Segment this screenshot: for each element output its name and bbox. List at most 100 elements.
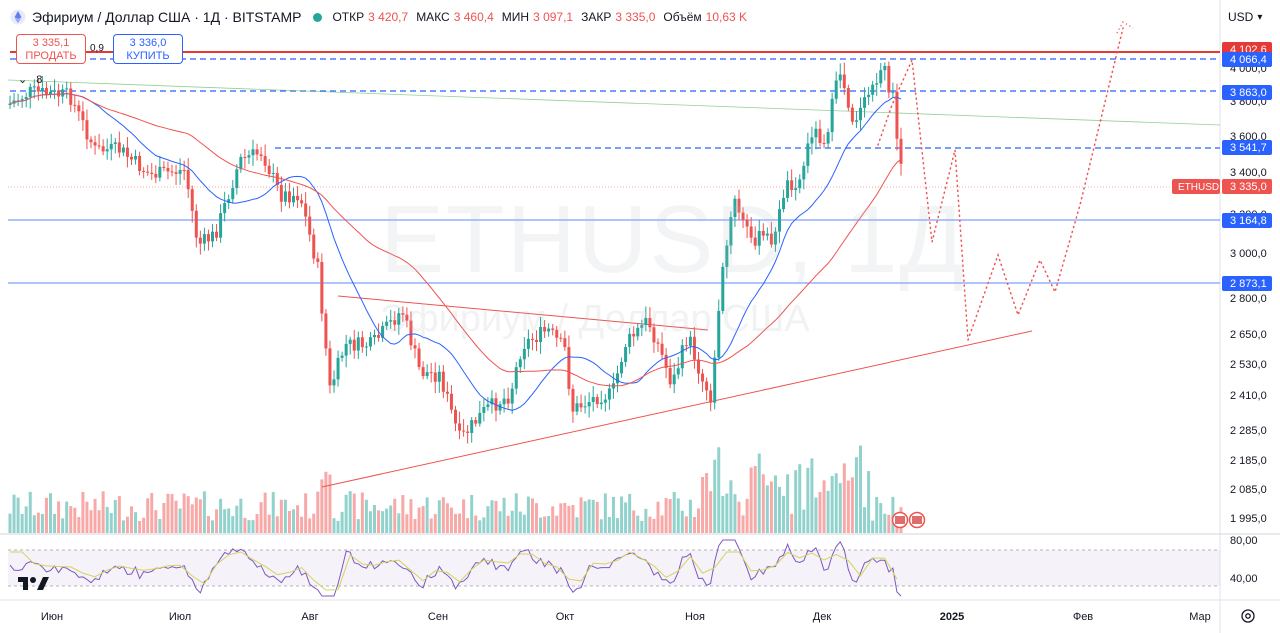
candle-body xyxy=(591,396,595,403)
volume-bar xyxy=(146,498,150,533)
candle-body xyxy=(312,234,316,259)
candle-body xyxy=(518,359,522,368)
volume-bar xyxy=(267,514,271,533)
candlesticks xyxy=(8,61,903,444)
volume-bar xyxy=(778,486,781,533)
settings-gear-icon[interactable] xyxy=(1238,606,1258,626)
volume-bar xyxy=(773,475,777,533)
currency-selector[interactable]: USD ▾ xyxy=(1222,6,1274,28)
candle-body xyxy=(838,74,842,81)
candle-body xyxy=(235,169,239,189)
volume-bar xyxy=(486,506,490,533)
tradingview-logo[interactable] xyxy=(18,574,50,592)
volume-bar xyxy=(235,505,239,533)
volume-bar xyxy=(332,518,336,533)
volume-bar xyxy=(182,493,186,533)
volume-bar xyxy=(275,516,279,533)
candle-body xyxy=(170,171,174,173)
volume-bar xyxy=(117,496,121,533)
sell-button[interactable]: 3 335,1 ПРОДАТЬ xyxy=(16,34,86,64)
volume-bar xyxy=(44,497,48,533)
candle-body xyxy=(16,100,20,102)
volume-bar xyxy=(567,505,571,533)
volume-bar xyxy=(697,508,700,533)
buy-label: КУПИТЬ xyxy=(126,50,170,62)
ascending-trendline xyxy=(321,330,1033,488)
candle-body xyxy=(539,326,543,342)
volume-bar xyxy=(32,515,36,533)
candle-body xyxy=(109,144,113,150)
candle-body xyxy=(798,179,802,189)
volume-bar xyxy=(745,498,749,533)
volume-bar xyxy=(644,508,648,533)
volume-bar xyxy=(417,507,421,533)
volume-bar xyxy=(717,447,721,533)
rsi-tick-label: 80,00 xyxy=(1230,535,1258,547)
candle-body xyxy=(158,166,162,178)
price-tag-label: 3 164,8 xyxy=(1230,215,1267,227)
candle-body xyxy=(879,70,883,84)
candle-body xyxy=(53,90,57,92)
candle-body xyxy=(194,210,198,238)
candle-body xyxy=(85,120,89,140)
candle-body xyxy=(830,98,834,133)
volume-bar xyxy=(360,492,364,533)
candle-body xyxy=(316,258,320,262)
price-tag xyxy=(1222,276,1272,291)
volume-bar xyxy=(202,491,206,533)
candle-body xyxy=(441,371,445,392)
indicators-toggle[interactable]: ⌄ 8 xyxy=(18,73,42,86)
candle-body xyxy=(40,87,44,92)
volume-bar xyxy=(656,501,660,533)
candle-body xyxy=(421,367,425,377)
volume-bar xyxy=(628,493,632,533)
candle-body xyxy=(202,234,206,244)
volume-bar xyxy=(316,491,320,533)
volume-bar xyxy=(93,498,97,533)
market-status-icon[interactable] xyxy=(313,12,323,22)
price-tag xyxy=(1222,140,1272,155)
close-label: ЗАКР xyxy=(581,10,612,24)
price-tag xyxy=(1222,179,1272,194)
volume-bar xyxy=(385,508,389,533)
volume-bar xyxy=(97,510,101,533)
candle-body xyxy=(134,155,138,160)
rsi-tick-label: 40,00 xyxy=(1230,573,1258,585)
buy-button[interactable]: 3 336,0 КУПИТЬ xyxy=(113,34,183,64)
forecast-path xyxy=(877,27,1124,341)
candle-body xyxy=(850,107,854,122)
candle-body xyxy=(883,65,887,71)
volume-bar xyxy=(765,485,769,533)
volume-bar xyxy=(421,506,425,533)
volume-bar xyxy=(12,494,16,533)
candle-body xyxy=(502,398,506,405)
description-watermark: Эфириум / Доллар США xyxy=(380,298,810,340)
volume-bar xyxy=(348,491,352,533)
volume-bar xyxy=(324,471,328,533)
candle-body xyxy=(32,86,36,88)
volume-bar xyxy=(846,480,850,533)
candle-body xyxy=(478,412,482,424)
volume-bar xyxy=(190,504,194,533)
volume-bar xyxy=(134,512,138,533)
candle-body xyxy=(89,139,93,143)
volume-bar xyxy=(595,501,599,533)
candle-body xyxy=(61,89,65,97)
candle-body xyxy=(474,420,478,424)
candle-body xyxy=(20,99,24,101)
candle-body xyxy=(842,74,846,89)
volume-bar xyxy=(830,476,834,533)
volume-bar xyxy=(223,509,227,533)
volume-bar xyxy=(81,491,85,533)
candle-body xyxy=(255,149,259,155)
candle-body xyxy=(121,147,125,153)
volume-bar xyxy=(664,498,668,533)
candle-body xyxy=(454,409,457,424)
price-tag-label: 4 066,4 xyxy=(1230,54,1267,66)
symbol-title[interactable]: Эфириум / Доллар США · 1Д · BITSTAMP xyxy=(32,9,302,25)
volume-bar xyxy=(433,514,437,533)
candle-body xyxy=(409,320,413,346)
volume-bar xyxy=(154,510,158,533)
candle-body xyxy=(77,105,81,112)
